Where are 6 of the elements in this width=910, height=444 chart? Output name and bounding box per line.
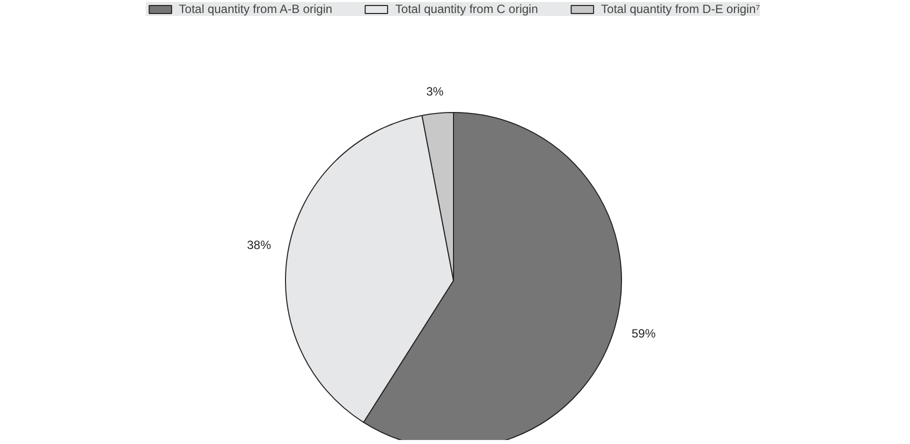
legend-label: Total quantity from A-B origin (178, 2, 332, 16)
data-label: 59% (632, 326, 656, 341)
legend-label: Total quantity from D-E origin⁷ (601, 2, 760, 16)
data-label: 38% (247, 238, 272, 252)
data-label: 3% (426, 84, 444, 98)
legend-label: Total quantity from C origin (395, 2, 538, 16)
